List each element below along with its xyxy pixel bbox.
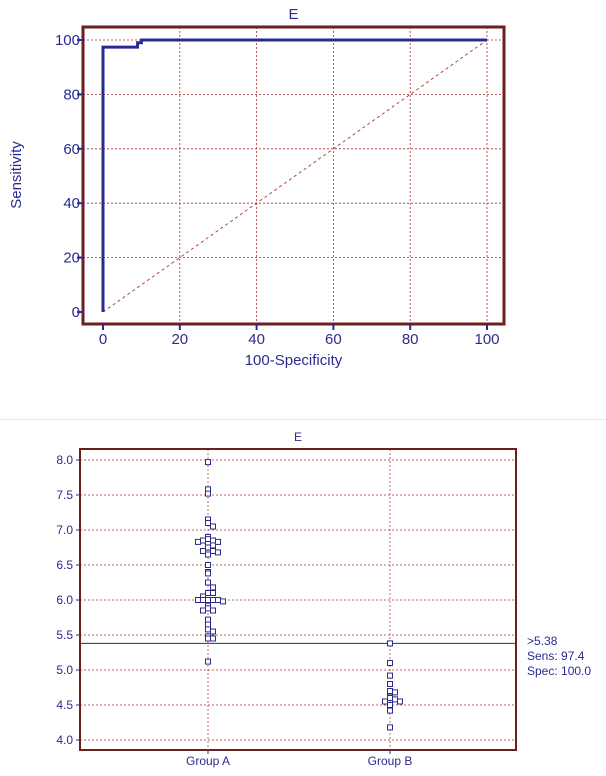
roc-x-tick-label: 20 [171, 331, 188, 348]
roc-plot-frame [81, 25, 506, 326]
group-a-point [215, 549, 221, 556]
roc-y-tick-label: 40 [63, 195, 80, 212]
roc-reference-diagonal [102, 39, 488, 313]
dot-y-tick-label: 6.5 [56, 558, 73, 572]
group-b-point [387, 640, 393, 647]
group-b-point [387, 681, 393, 687]
category-label: Group B [368, 754, 413, 768]
dot-y-tick-label: 7.0 [56, 523, 73, 537]
dot-title: E [294, 430, 302, 444]
group-b-point [387, 724, 393, 731]
group-a-point [205, 536, 211, 543]
group-a-point [210, 590, 216, 596]
group-a-point [205, 551, 211, 558]
roc-x-tick-label: 100 [474, 331, 499, 348]
roc-title: E [288, 6, 298, 23]
dot-y-tick-label: 6.0 [56, 593, 73, 607]
dot-y-tick-label: 5.5 [56, 628, 73, 642]
group-a-point [205, 626, 211, 633]
group-b-point [387, 695, 393, 701]
group-a-point [195, 538, 201, 545]
sensitivity-label: Sens: 97.4 [527, 649, 585, 663]
group-a-point [205, 520, 211, 526]
group-b-point [387, 660, 393, 666]
cutoff-value-label: >5.38 [527, 634, 558, 648]
group-b-point [387, 702, 393, 708]
roc-y-tick-label: 0 [72, 304, 80, 321]
group-b-point [387, 707, 393, 714]
roc-x-tick-label: 40 [248, 331, 265, 348]
group-a-point [205, 459, 211, 466]
group-a-point [210, 584, 216, 591]
group-a-point [205, 616, 211, 623]
group-a-point [210, 628, 216, 635]
roc-x-tick-label: 0 [99, 331, 107, 348]
group-a-point [205, 635, 211, 642]
group-a-point [200, 537, 206, 544]
group-b-point [397, 698, 403, 705]
roc-y-axis-label: Sensitivity [8, 141, 25, 209]
group-a-point [205, 544, 211, 551]
group-a-point [205, 621, 211, 628]
group-a-point [210, 548, 216, 554]
group-a-point [205, 490, 211, 497]
group-a-point [200, 548, 206, 554]
roc-x-tick-label: 80 [402, 331, 419, 348]
group-a-point [200, 597, 206, 603]
group-a-point [210, 597, 216, 603]
group-a-point [215, 538, 221, 545]
group-a-point [210, 542, 216, 549]
group-a-point [205, 658, 211, 665]
roc-x-axis-label: 100-Specificity [245, 352, 343, 369]
group-a-point [215, 597, 221, 603]
group-a-point [205, 605, 211, 612]
group-a-point [210, 635, 216, 642]
dot-y-tick-label: 8.0 [56, 453, 73, 467]
group-a-point [210, 607, 216, 614]
group-a-point [205, 597, 211, 603]
dot-y-tick-label: 5.0 [56, 663, 73, 677]
group-b-point [392, 696, 398, 703]
roc-y-tick-label: 20 [63, 250, 80, 267]
group-a-point [205, 579, 211, 586]
group-a-point [220, 598, 226, 605]
group-a-point [200, 607, 206, 614]
panel-separator [0, 419, 606, 420]
group-b-point [387, 672, 393, 679]
group-a-point [195, 597, 201, 603]
group-a-point [205, 570, 211, 577]
group-a-point [210, 537, 216, 544]
group-b-point [387, 688, 393, 694]
group-a-point [205, 562, 211, 568]
dot-y-tick-label: 4.0 [56, 733, 73, 747]
roc-y-tick-label: 100 [55, 32, 80, 49]
group-a-point [210, 523, 216, 530]
group-b-point [392, 689, 398, 696]
specificity-label: Spec: 100.0 [527, 664, 591, 678]
category-label: Group A [186, 754, 230, 768]
group-b-point [382, 698, 388, 705]
roc-x-tick-label: 60 [325, 331, 342, 348]
dot-y-tick-label: 4.5 [56, 698, 73, 712]
dot-y-tick-label: 7.5 [56, 488, 73, 502]
roc-y-tick-label: 60 [63, 141, 80, 158]
roc-curve-line [101, 38, 487, 312]
group-a-point [205, 590, 211, 596]
roc-y-tick-label: 80 [63, 86, 80, 103]
